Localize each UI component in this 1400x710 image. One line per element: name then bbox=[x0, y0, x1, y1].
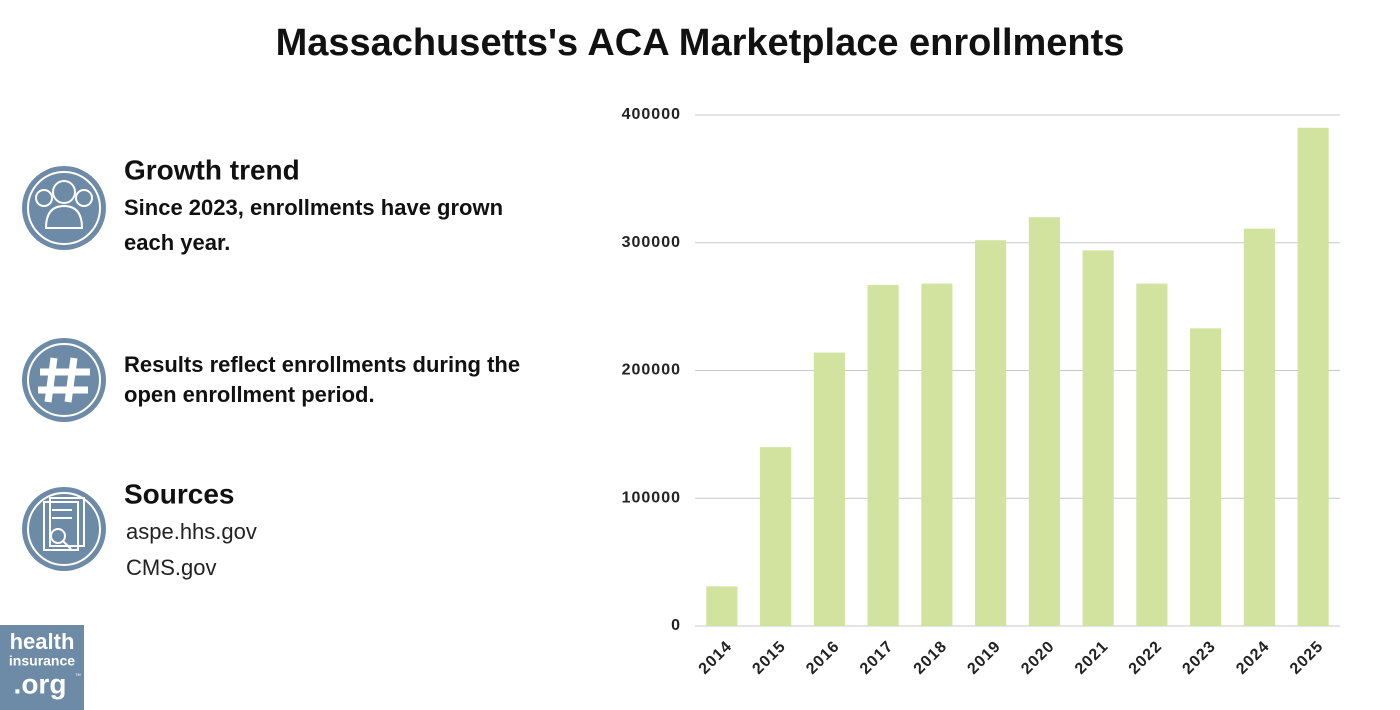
trend-heading: Growth trend bbox=[124, 154, 300, 185]
source-text: CMS.gov bbox=[126, 555, 216, 580]
y-tick-label: 300000 bbox=[622, 234, 681, 251]
bar bbox=[813, 352, 845, 626]
y-tick-label: 0 bbox=[671, 617, 681, 634]
bar bbox=[1243, 228, 1275, 626]
bar bbox=[975, 240, 1007, 626]
bar bbox=[867, 284, 899, 626]
hash-icon bbox=[22, 338, 106, 422]
bar bbox=[1190, 328, 1222, 626]
bar bbox=[760, 447, 792, 626]
logo-mark: ™ bbox=[75, 673, 81, 680]
x-tick-label: 2015 bbox=[749, 638, 789, 678]
logo-text: .org bbox=[14, 668, 67, 699]
chart-title: Massachusetts's ACA Marketplace enrollme… bbox=[276, 22, 1125, 64]
x-tick-label: 2022 bbox=[1126, 638, 1166, 678]
x-tick-label: 2021 bbox=[1072, 638, 1112, 678]
x-tick-label: 2020 bbox=[1018, 638, 1058, 678]
x-tick-label: 2016 bbox=[803, 638, 843, 678]
y-tick-label: 100000 bbox=[622, 489, 681, 506]
people-icon bbox=[22, 166, 106, 250]
bar bbox=[1082, 250, 1114, 627]
x-tick-label: 2014 bbox=[696, 638, 736, 678]
logo: health insurance .org ™ bbox=[0, 625, 84, 710]
logo-text: insurance bbox=[9, 653, 75, 669]
bar bbox=[1136, 283, 1168, 626]
bar bbox=[1297, 127, 1329, 627]
note-text: open enrollment period. bbox=[124, 382, 375, 407]
bar bbox=[921, 283, 953, 626]
trend-text: each year. bbox=[124, 230, 230, 255]
document-icon bbox=[22, 487, 106, 571]
bar bbox=[706, 586, 738, 626]
trend-text: Since 2023, enrollments have grown bbox=[124, 195, 503, 220]
logo-text: health bbox=[10, 629, 75, 654]
sources-heading: Sources bbox=[124, 478, 235, 509]
y-tick-label: 400000 bbox=[622, 106, 681, 123]
source-text: aspe.hhs.gov bbox=[126, 519, 257, 544]
x-tick-label: 2023 bbox=[1179, 638, 1219, 678]
x-tick-label: 2019 bbox=[964, 638, 1004, 678]
x-tick-label: 2025 bbox=[1287, 638, 1327, 678]
x-tick-label: 2018 bbox=[911, 638, 951, 678]
note-text: Results reflect enrollments during the bbox=[124, 352, 520, 377]
x-tick-label: 2024 bbox=[1233, 638, 1273, 678]
bar bbox=[1028, 217, 1060, 626]
x-tick-label: 2017 bbox=[857, 638, 897, 678]
y-tick-label: 200000 bbox=[622, 362, 681, 379]
